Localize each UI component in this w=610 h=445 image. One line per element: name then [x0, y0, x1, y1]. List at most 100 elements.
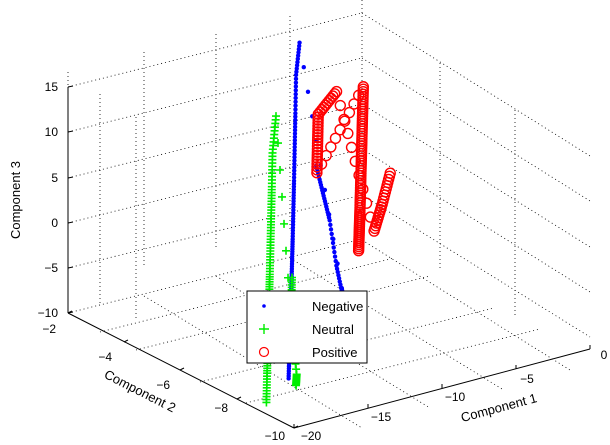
grid-side-horizontal-15 — [361, 12, 591, 157]
z-tick-m5 — [67, 266, 74, 269]
point-negative — [292, 151, 297, 156]
point-positive — [312, 120, 324, 132]
grid-side-horizontal-5 — [361, 103, 591, 248]
point-negative — [292, 158, 297, 163]
point-neutral — [272, 112, 280, 121]
point-neutral — [276, 165, 285, 174]
point-positive — [364, 211, 377, 223]
point-negative — [292, 144, 297, 150]
grid-side-horizontal-10 — [361, 57, 591, 202]
legend-entry-positive: Positive — [258, 345, 358, 360]
point-negative — [296, 46, 302, 52]
point-positive — [312, 129, 324, 141]
z-tick-label: 15 — [45, 80, 59, 94]
point-negative — [294, 63, 300, 68]
point-positive — [348, 98, 360, 110]
point-positive — [311, 149, 324, 161]
point-positive — [311, 155, 323, 167]
point-positive — [353, 169, 365, 181]
point-negative — [292, 165, 297, 170]
point-positive — [311, 146, 324, 158]
point-positive — [384, 167, 396, 179]
point-neutral — [278, 192, 287, 201]
point-neutral — [282, 246, 291, 255]
point-negative — [330, 236, 335, 241]
point-negative — [292, 154, 297, 160]
point-positive — [312, 131, 324, 144]
point-negative — [293, 76, 299, 82]
point-negative — [295, 53, 301, 58]
legend-label-positive: Positive — [312, 345, 358, 360]
point-positive — [349, 155, 362, 168]
point-positive — [357, 81, 370, 93]
point-negative — [292, 127, 298, 133]
point-negative — [305, 89, 311, 94]
y-tick-m4 — [123, 339, 129, 343]
point-negative — [292, 168, 297, 173]
point-negative — [292, 134, 298, 140]
x-tick-label: −20 — [301, 429, 322, 443]
point-negative — [293, 99, 298, 104]
y-tick-m10 — [293, 425, 299, 429]
point-negative — [331, 245, 336, 250]
point-positive — [338, 113, 350, 126]
point-negative — [328, 222, 333, 228]
z-axis-label: Component 3 — [8, 161, 23, 239]
point-negative — [293, 107, 298, 112]
z-tick-0 — [67, 221, 74, 224]
grid-floor-3 — [135, 275, 431, 351]
point-neutral — [280, 219, 289, 228]
y-tick-label: −4 — [98, 350, 112, 364]
point-negative — [297, 43, 302, 49]
point-positive — [342, 127, 354, 140]
legend-marker-neutral — [259, 324, 269, 334]
x-axis-line — [293, 348, 591, 429]
point-positive — [352, 89, 365, 102]
point-negative — [293, 80, 299, 85]
point-negative — [292, 148, 297, 153]
z-tick-label: 0 — [51, 216, 58, 230]
y-tick-label: −6 — [156, 378, 170, 392]
series-positive — [311, 81, 396, 257]
point-negative — [293, 91, 298, 97]
point-negative — [291, 178, 297, 183]
grid-back-horizontal-10 — [67, 57, 363, 133]
point-positive — [311, 152, 323, 164]
grid-back-horizontal-15 — [67, 12, 363, 88]
point-negative — [294, 69, 299, 74]
grid-floor-5 — [245, 328, 541, 404]
y-tick-m6 — [179, 367, 185, 371]
point-neutral — [288, 273, 296, 282]
x-tick-label: −10 — [445, 390, 466, 404]
point-positive — [311, 134, 324, 147]
point-negative — [328, 227, 334, 232]
legend-label-neutral: Neutral — [312, 322, 354, 337]
point-negative — [293, 103, 298, 108]
legend: Negative Neutral Positive — [246, 290, 368, 364]
x-tick-label: −15 — [371, 410, 392, 424]
point-negative — [293, 111, 298, 116]
x-axis-label: Component 1 — [459, 390, 538, 425]
point-negative — [295, 56, 300, 62]
y-axis-line — [67, 312, 295, 429]
x-tick-labels: 0 −5 −10 −15 −20 — [301, 348, 608, 443]
legend-label-negative: Negative — [312, 299, 363, 314]
point-positive — [312, 126, 324, 138]
point-positive — [345, 141, 358, 154]
y-tick-label: −10 — [265, 429, 286, 443]
z-tick-5 — [67, 176, 74, 179]
point-positive — [329, 88, 341, 100]
point-negative — [293, 114, 298, 119]
point-positive — [311, 158, 323, 170]
tick-marks — [67, 85, 591, 429]
point-negative — [293, 88, 298, 93]
point-negative — [292, 131, 298, 136]
grid-floor-x3 — [289, 257, 503, 390]
z-tick-label: 5 — [51, 171, 58, 185]
point-positive — [311, 140, 324, 153]
z-tick-label: 10 — [45, 125, 59, 139]
grid-floor-2 — [99, 257, 395, 333]
point-negative — [293, 72, 299, 78]
point-negative — [292, 138, 298, 143]
